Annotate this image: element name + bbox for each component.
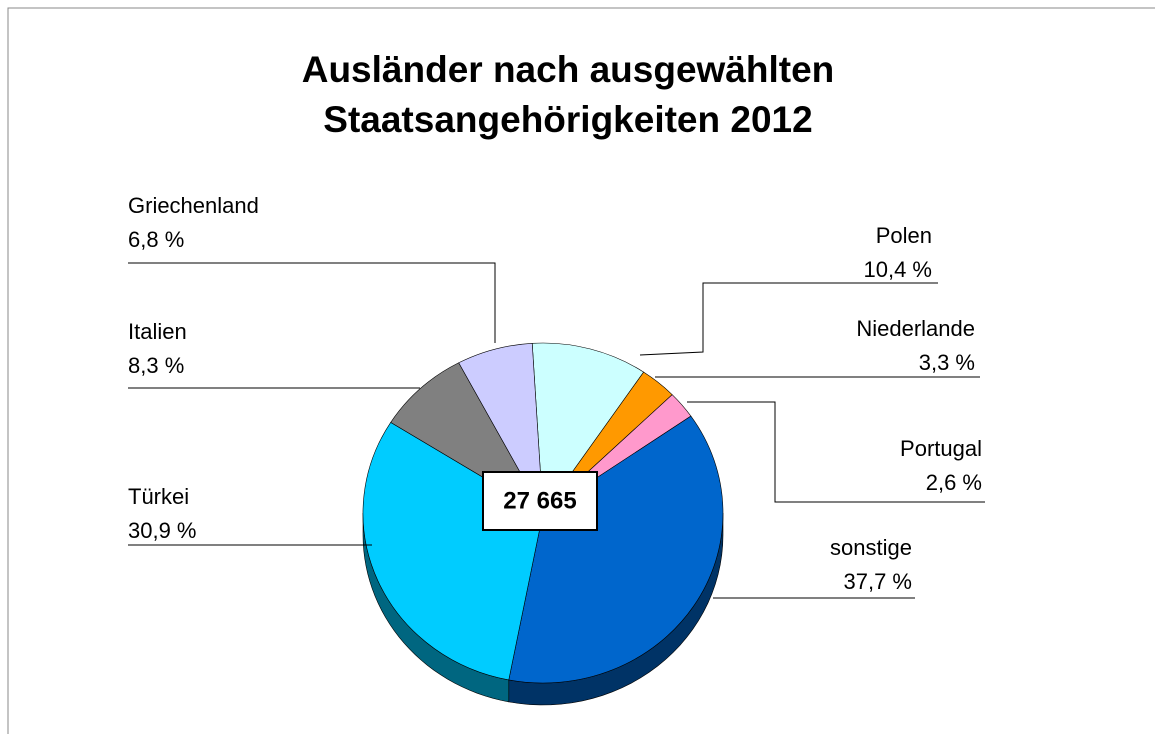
- total-box: [482, 471, 598, 531]
- pie-slice: [458, 342, 544, 514]
- slice-label: Griechenland: [128, 193, 259, 218]
- chart-title: Staatsangehörigkeiten 2012: [323, 99, 812, 140]
- leader-line: [639, 282, 938, 356]
- pie-slice: [508, 415, 724, 684]
- leader-line: [128, 262, 496, 343]
- slice-label: Portugal: [900, 436, 982, 461]
- frame: [7, 7, 1155, 734]
- slice-label: Italien: [128, 319, 187, 344]
- value-label: 37,7 %: [844, 569, 913, 594]
- leader-line: [687, 401, 985, 503]
- slice-label: sonstige: [830, 535, 912, 560]
- slice-label: Türkei: [128, 484, 189, 509]
- value-label: 10,4 %: [864, 257, 933, 282]
- slice-label: Polen: [876, 223, 932, 248]
- value-label: 30,9 %: [128, 518, 197, 543]
- value-label: 2,6 %: [926, 470, 982, 495]
- slice-label: Niederlande: [856, 316, 975, 341]
- value-label: 3,3 %: [919, 350, 975, 375]
- chart-title: Ausländer nach ausgewählten: [302, 49, 835, 90]
- total-label: 27 665: [503, 487, 576, 514]
- pie-slice: [531, 342, 645, 514]
- value-label: 6,8 %: [128, 227, 184, 252]
- value-label: 8,3 %: [128, 353, 184, 378]
